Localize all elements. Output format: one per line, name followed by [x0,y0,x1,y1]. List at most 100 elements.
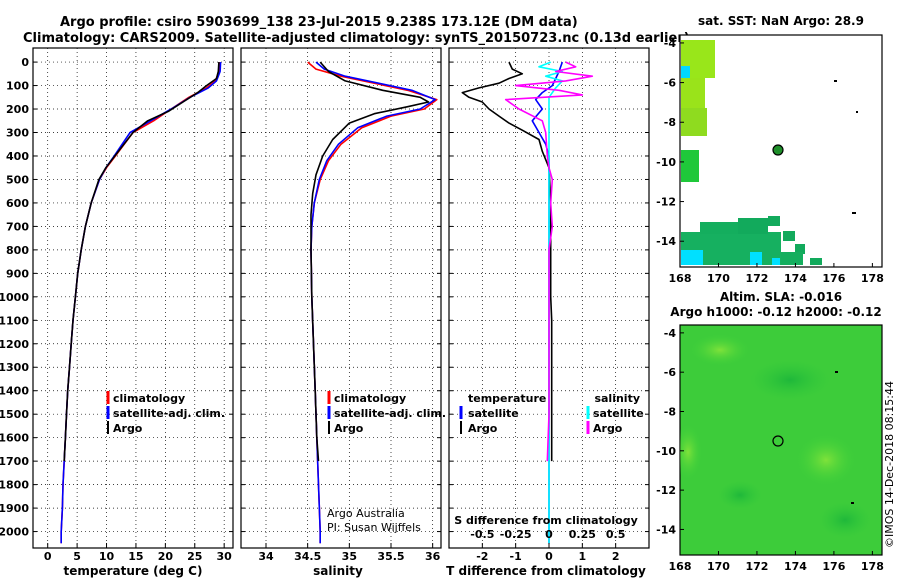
map-x-tick-label: 176 [822,560,845,573]
s-difference-tick-label: 0 [545,528,553,541]
map-x-tick-label: 174 [784,272,807,285]
x-tick-label: -1 [510,550,522,563]
sst-cell [852,212,856,214]
sla-coast-dot [851,502,854,504]
sst-cell [681,66,690,78]
map-x-tick-label: 176 [822,272,845,285]
depth-tick-label: 1400 [0,385,29,398]
title-line-1: Argo profile: csiro 5903699_138 23-Jul-2… [60,15,578,30]
grid-lines [33,48,649,548]
series-argo [63,62,220,462]
map-y-tick-label: -6 [664,77,677,90]
map-x-tick-label: 172 [745,560,768,573]
depth-tick-label: 900 [6,267,29,280]
map-y-tick-label: -14 [656,235,676,248]
sst-map-title: sat. SST: NaN Argo: 28.9 [698,14,864,28]
x-tick-label: 30 [217,550,233,563]
sst-cell [681,150,699,182]
map-x-tick-label: 168 [669,560,692,573]
legend-temperature-heading: temperature [468,392,546,405]
x-tick-label: 34.5 [294,550,321,563]
map-y-tick-label: -8 [664,405,676,418]
sst-cell [681,78,705,108]
x-tick-label: 20 [158,550,174,563]
x-tick-label: -2 [476,550,488,563]
map-axes: 168 170 172 174 176 178 -4 -6 -8 -10 -12 -14 168 170 1… [656,37,884,573]
series-s-argo [504,61,594,462]
legend-satellite-label: satellite-adj. clim. [334,407,446,420]
x-tick-label: 15 [128,550,143,563]
map-x-tick-label: 170 [707,560,730,573]
sla-blob [690,334,750,366]
map-y-tick-label: -10 [656,156,676,169]
legend-argo-label: Argo [113,422,143,435]
sla-blob [680,424,702,480]
depth-tick-label: 800 [6,244,29,257]
legend-climatology-label: climatology [113,392,185,405]
depth-tick-label: 1600 [0,432,29,445]
legend-argo-label: Argo [334,422,364,435]
legend-satellite-label: satellite-adj. clim. [113,407,225,420]
map-x-tick-label: 178 [861,272,884,285]
legend-t-satellite-label: satellite [468,407,519,420]
x-tick-label: 1 [579,550,587,563]
sst-cell [681,108,707,136]
map-y-tick-label: -4 [664,327,677,340]
imos-watermark: ©IMOS 14-Dec-2018 08:15:44 [883,381,896,548]
sla-blob [819,502,871,538]
legend-salinity-heading: salinity [594,392,640,405]
x-tick-label: 25 [187,550,202,563]
depth-tick-label: 1000 [0,291,29,304]
sst-cell [700,222,740,234]
sst-cell [783,231,795,241]
depth-tick-label: 1100 [0,314,29,327]
depth-tick-label: 1900 [0,502,29,515]
sla-map-title: Altim. SLA: -0.016 [720,290,842,304]
map-y-tick-label: -6 [664,366,677,379]
temperature-axis-label: temperature (deg C) [64,564,203,578]
sst-cell [768,216,780,226]
series-argo [310,61,430,462]
map-x-tick-label: 174 [784,560,807,573]
sst-cell [750,252,762,265]
t-difference-axis-label: T difference from climatology [446,564,646,578]
map-y-tick-label: -12 [656,196,676,209]
x-tick-label: 2 [612,550,620,563]
x-tick-labels: 0 5 10 15 20 25 30 34 34.5 35 35.5 36 -2 -1 0 1 2 -0.5 -0.… [44,528,626,563]
s-difference-axis-label: S difference from climatology [454,514,638,527]
x-tick-label: 10 [99,550,115,563]
sla-blob [750,360,830,400]
depth-tick-label: 2000 [0,526,29,539]
s-difference-tick-label: -0.5 [470,528,494,541]
sla-map-subtitle: Argo h1000: -0.12 h2000: -0.12 [670,305,881,319]
map-y-tick-label: -8 [664,116,676,129]
x-tick-label: 0 [44,550,52,563]
legend-s-satellite-label: satellite [593,407,644,420]
difference-legend: temperature satellite Argo salinity sate… [459,392,644,435]
salinity-series [307,61,438,544]
depth-tick-label: 300 [6,127,29,140]
credit-line-1: Argo Australia [327,507,405,520]
s-difference-tick-label: -0.25 [500,528,532,541]
x-tick-label: 34 [258,550,274,563]
sst-cell [738,218,768,234]
sst-cell [795,244,805,254]
x-tick-label: 35 [342,550,357,563]
map-y-tick-label: -4 [664,37,677,50]
depth-tick-label: 1300 [0,361,29,374]
sla-coast-dot [835,371,838,373]
temperature-series [60,62,222,544]
legend-s-argo-label: Argo [593,422,623,435]
depth-tick-label: 100 [6,80,29,93]
sst-float-marker [772,144,784,156]
map-x-tick-label: 170 [707,272,730,285]
depth-tick-label: 0 [21,56,29,69]
depth-tick-label: 400 [6,150,29,163]
sst-cell [834,80,837,82]
depth-tick-label: 1200 [0,338,29,351]
credit-line-2: PI: Susan Wijffels [327,521,421,534]
sla-float-marker [772,435,784,447]
map-y-tick-label: -10 [656,445,676,458]
title-line-2: Climatology: CARS2009. Satellite-adjuste… [23,31,690,46]
